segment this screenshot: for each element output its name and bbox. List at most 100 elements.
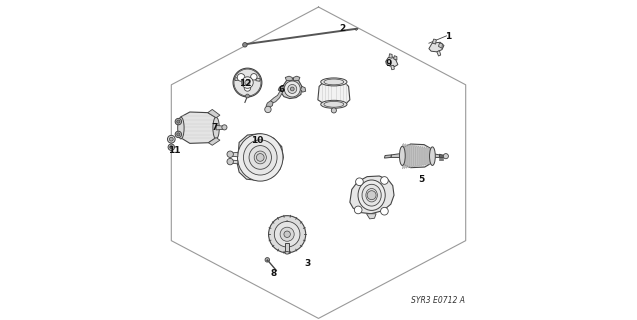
Circle shape	[290, 87, 294, 91]
Circle shape	[355, 178, 363, 186]
Circle shape	[251, 74, 257, 80]
Circle shape	[443, 154, 448, 159]
Circle shape	[237, 74, 245, 81]
Polygon shape	[420, 146, 421, 166]
Text: 2: 2	[340, 24, 346, 33]
Circle shape	[367, 191, 376, 200]
Circle shape	[168, 135, 175, 143]
Polygon shape	[181, 112, 216, 143]
Ellipse shape	[243, 140, 277, 175]
Circle shape	[380, 177, 389, 184]
Polygon shape	[355, 28, 358, 30]
Polygon shape	[410, 145, 412, 168]
Polygon shape	[366, 214, 376, 219]
Circle shape	[176, 120, 180, 123]
Text: 6: 6	[278, 85, 285, 94]
Polygon shape	[271, 91, 283, 103]
Circle shape	[280, 227, 294, 241]
Polygon shape	[301, 86, 306, 92]
Polygon shape	[412, 145, 413, 167]
Ellipse shape	[178, 117, 184, 139]
Text: 3: 3	[304, 260, 310, 268]
Polygon shape	[416, 146, 417, 167]
Text: 5: 5	[418, 175, 424, 184]
Ellipse shape	[321, 78, 347, 86]
Polygon shape	[433, 39, 436, 44]
Circle shape	[255, 144, 260, 149]
Polygon shape	[384, 155, 392, 158]
Circle shape	[245, 80, 250, 85]
Polygon shape	[404, 144, 406, 169]
Polygon shape	[437, 51, 441, 56]
Circle shape	[275, 221, 300, 247]
Text: 12: 12	[239, 79, 251, 88]
Circle shape	[245, 94, 249, 98]
Circle shape	[265, 258, 269, 262]
Polygon shape	[389, 54, 392, 58]
Polygon shape	[403, 143, 404, 169]
Circle shape	[175, 131, 182, 138]
Circle shape	[257, 154, 264, 161]
Text: SYR3 E0712 A: SYR3 E0712 A	[410, 296, 464, 305]
Polygon shape	[231, 152, 238, 157]
Polygon shape	[418, 146, 419, 166]
Polygon shape	[266, 101, 273, 108]
Ellipse shape	[324, 79, 344, 85]
Polygon shape	[429, 148, 431, 164]
Polygon shape	[414, 145, 415, 167]
Text: 10: 10	[252, 136, 264, 145]
Circle shape	[269, 216, 306, 253]
Ellipse shape	[321, 100, 347, 108]
Polygon shape	[318, 82, 350, 104]
Text: 11: 11	[168, 146, 181, 155]
Polygon shape	[277, 221, 297, 247]
Polygon shape	[278, 86, 284, 91]
Circle shape	[354, 206, 362, 214]
Text: 1: 1	[445, 32, 451, 41]
Polygon shape	[234, 77, 239, 81]
Polygon shape	[231, 160, 238, 164]
Polygon shape	[281, 78, 302, 99]
Polygon shape	[385, 57, 398, 67]
Circle shape	[175, 118, 182, 125]
Ellipse shape	[399, 146, 405, 165]
Circle shape	[265, 106, 271, 113]
Polygon shape	[285, 243, 289, 253]
Ellipse shape	[429, 147, 435, 165]
Text: 7: 7	[211, 124, 218, 132]
Circle shape	[176, 133, 180, 136]
Circle shape	[288, 84, 297, 93]
Polygon shape	[294, 76, 300, 81]
Ellipse shape	[285, 252, 289, 254]
Ellipse shape	[366, 188, 377, 202]
Ellipse shape	[233, 68, 262, 97]
Circle shape	[227, 151, 233, 157]
Polygon shape	[401, 144, 434, 168]
Ellipse shape	[358, 180, 385, 211]
Polygon shape	[208, 109, 220, 118]
Text: 8: 8	[271, 269, 277, 278]
Ellipse shape	[238, 134, 283, 181]
Circle shape	[284, 231, 290, 237]
Polygon shape	[406, 144, 408, 168]
Polygon shape	[426, 147, 427, 165]
Polygon shape	[237, 134, 283, 180]
Polygon shape	[427, 148, 429, 165]
Circle shape	[227, 158, 233, 165]
Ellipse shape	[362, 184, 381, 206]
Circle shape	[169, 137, 173, 141]
Circle shape	[169, 146, 173, 149]
Ellipse shape	[324, 101, 344, 107]
Circle shape	[168, 144, 175, 150]
Polygon shape	[394, 56, 397, 60]
Circle shape	[222, 125, 227, 130]
Polygon shape	[438, 43, 442, 48]
Circle shape	[284, 81, 300, 97]
Circle shape	[331, 108, 336, 113]
Ellipse shape	[249, 146, 271, 169]
Polygon shape	[433, 154, 440, 157]
Circle shape	[380, 207, 389, 215]
Polygon shape	[350, 176, 394, 214]
Polygon shape	[424, 147, 425, 165]
Polygon shape	[408, 144, 410, 168]
